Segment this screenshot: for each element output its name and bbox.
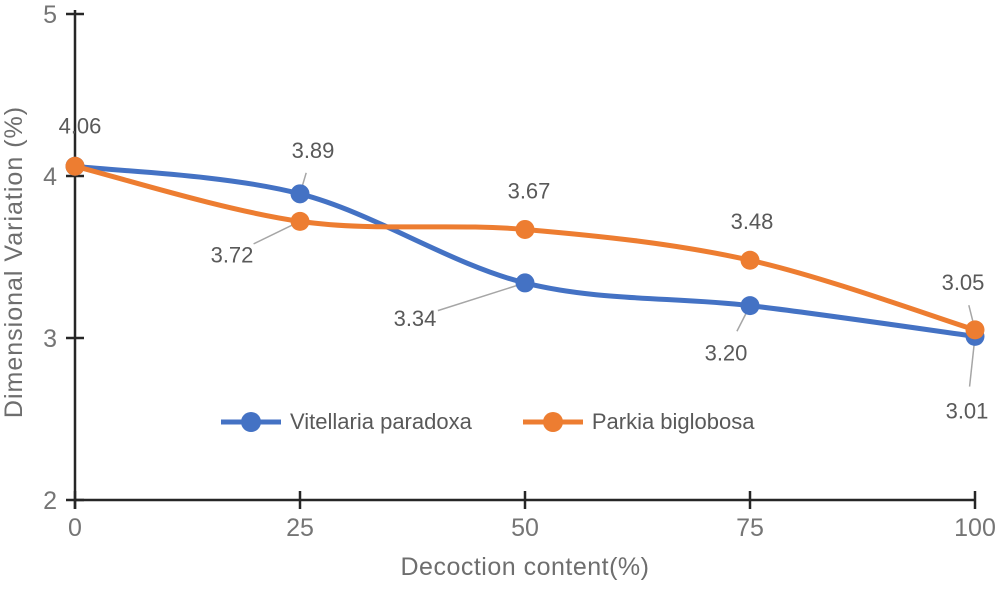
data-point-label: 4.06 [59,113,102,138]
data-point-marker [290,211,310,231]
data-labels-layer: 4.06 3.89 3.34 3.20 3.01 3.72 3.67 3.48 3.05 [59,113,989,423]
data-point-label: 3.05 [942,270,985,295]
data-point-marker [740,296,760,316]
legend-item-parkia-biglobosa: Parkia biglobosa [522,409,755,435]
data-point-marker [515,273,535,293]
data-point-label: 3.34 [394,306,437,331]
legend-label: Vitellaria paradoxa [290,409,472,434]
x-tick-label: 75 [736,514,764,542]
y-tick-label: 5 [43,1,57,29]
data-point-marker [290,184,310,204]
data-point-label: 3.01 [946,398,989,423]
data-point-label: 3.67 [508,178,551,203]
data-point-label: 3.48 [731,209,774,234]
data-point-marker [965,320,985,340]
y-tick-label: 3 [43,325,57,353]
data-point-label: 3.72 [211,242,254,267]
legend-label: Parkia biglobosa [591,409,755,434]
series-layer [65,156,985,346]
legend-swatch-line-marker-icon [522,412,583,432]
legend: Vitellaria paradoxa Parkia biglobosa [220,409,755,435]
legend-item-vitellaria-paradoxa: Vitellaria paradoxa [220,409,472,435]
x-axis-title: Decoction content(%) [400,553,649,581]
data-point-label: 3.89 [292,138,335,163]
y-tick-label: 2 [43,487,57,515]
data-point-marker [515,219,535,239]
leader-lines-layer [253,172,976,387]
x-tick-label: 25 [286,514,314,542]
data-label-leader-line [437,282,526,312]
data-point-marker [740,250,760,270]
data-point-marker [65,156,85,176]
x-tick-label: 50 [511,514,539,542]
y-tick-label: 4 [43,163,57,191]
y-axis-title: Dimensional Variation (%) [0,106,28,418]
legend-swatch-line-marker-icon [221,412,281,432]
x-tick-label: 0 [68,514,82,542]
data-point-label: 3.20 [705,341,748,366]
x-tick-label: 100 [954,514,996,542]
